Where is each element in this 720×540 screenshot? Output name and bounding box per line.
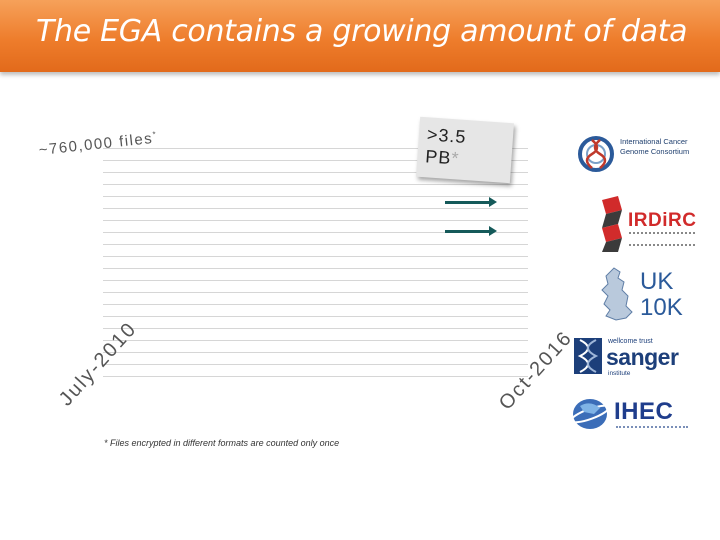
growth-arrow-lower — [445, 226, 497, 236]
uk10k-logo: UK 10K — [596, 266, 706, 326]
gridline — [103, 148, 528, 149]
data-volume-text: >3.5 PB* — [425, 123, 468, 170]
gridline — [103, 364, 528, 365]
data-volume-asterisk: * — [450, 148, 461, 169]
gridline — [103, 244, 528, 245]
gridline — [103, 160, 528, 161]
icgc-globe-icon — [578, 136, 614, 172]
data-volume-line2: PB — [424, 146, 453, 169]
sanger-bottom-text: institute — [608, 370, 631, 377]
growth-plot-area — [103, 148, 528, 378]
ihec-tagline — [616, 426, 688, 430]
growth-arrow-upper — [445, 197, 497, 207]
gridline — [103, 184, 528, 185]
data-volume-callout: >3.5 PB* — [416, 116, 514, 184]
gridline — [103, 304, 528, 305]
gridline — [103, 280, 528, 281]
gridline — [103, 232, 528, 233]
sanger-logo: wellcome trust sanger institute — [574, 338, 694, 378]
gridline — [103, 196, 528, 197]
irdirc-helix-icon — [602, 196, 622, 252]
sanger-dna-icon — [574, 338, 602, 374]
irdirc-name: IRDiRC — [628, 210, 697, 231]
sanger-wordmark: sanger — [606, 344, 679, 370]
sanger-top-text: wellcome trust — [608, 338, 653, 345]
uk-map-icon — [601, 267, 633, 321]
icgc-name: International Cancer Genome Consortium — [620, 137, 690, 156]
irdirc-tagline — [629, 232, 695, 246]
gridline — [103, 328, 528, 329]
ihec-globe-icon — [570, 399, 610, 429]
irdirc-logo: IRDiRC — [598, 196, 708, 252]
gridline — [103, 268, 528, 269]
gridline — [103, 292, 528, 293]
gridline — [103, 208, 528, 209]
gridline — [103, 172, 528, 173]
gridline — [103, 316, 528, 317]
ihec-wordmark: IHEC — [614, 398, 674, 425]
gridline — [103, 340, 528, 341]
files-count-asterisk: * — [152, 129, 158, 139]
gridline — [103, 256, 528, 257]
icgc-logo: International Cancer Genome Consortium — [578, 134, 708, 174]
slide-title: The EGA contains a growing amount of dat… — [36, 14, 688, 49]
gridline — [103, 220, 528, 221]
data-volume-line1: >3.5 — [426, 124, 468, 148]
footnote: * Files encrypted in different formats a… — [104, 438, 340, 448]
ihec-logo: IHEC — [570, 396, 700, 438]
gridline — [103, 352, 528, 353]
title-bar: The EGA contains a growing amount of dat… — [0, 0, 720, 72]
uk10k-line1: UK — [640, 268, 674, 295]
gridline — [103, 376, 528, 377]
uk10k-line2: 10K — [640, 294, 683, 321]
